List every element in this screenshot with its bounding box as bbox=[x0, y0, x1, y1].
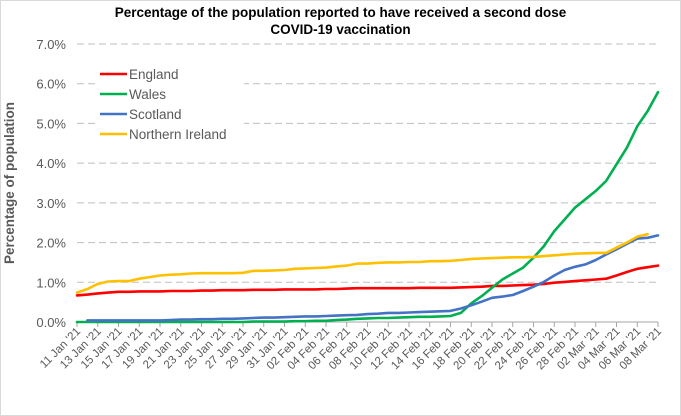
chart-title-line2: COVID-19 vaccination bbox=[270, 22, 411, 37]
y-tick-label: 7.0% bbox=[36, 37, 66, 52]
y-tick-label: 0.0% bbox=[36, 315, 66, 330]
y-tick-label: 4.0% bbox=[36, 156, 66, 171]
gridlines bbox=[77, 43, 658, 283]
series-lines bbox=[75, 90, 660, 324]
legend-label-scotland: Scotland bbox=[129, 107, 182, 122]
chart-title: Percentage of the population reported to… bbox=[0, 4, 681, 38]
y-axis-title: Percentage of population bbox=[2, 102, 17, 264]
legend-background bbox=[96, 62, 244, 142]
y-axis-tick-labels: 0.0% 1.0% 2.0% 3.0% 4.0% 5.0% 6.0% 7.0% bbox=[36, 37, 66, 330]
y-tick-label: 5.0% bbox=[36, 116, 66, 131]
y-tick-label: 2.0% bbox=[36, 236, 66, 251]
y-tick-label: 6.0% bbox=[36, 77, 66, 92]
series-line-northern-ireland bbox=[75, 232, 649, 294]
chart-title-line1: Percentage of the population reported to… bbox=[114, 5, 567, 20]
series-line-england bbox=[75, 264, 660, 297]
legend-label-england: England bbox=[129, 67, 179, 82]
legend-label-wales: Wales bbox=[129, 87, 166, 102]
legend: England Wales Scotland Northern Ireland bbox=[96, 62, 244, 142]
series-line-scotland bbox=[86, 234, 660, 322]
y-tick-label: 1.0% bbox=[36, 275, 66, 290]
y-tick-label: 3.0% bbox=[36, 196, 66, 211]
series-line-wales bbox=[75, 90, 660, 324]
legend-label-northern-ireland: Northern Ireland bbox=[129, 127, 227, 142]
